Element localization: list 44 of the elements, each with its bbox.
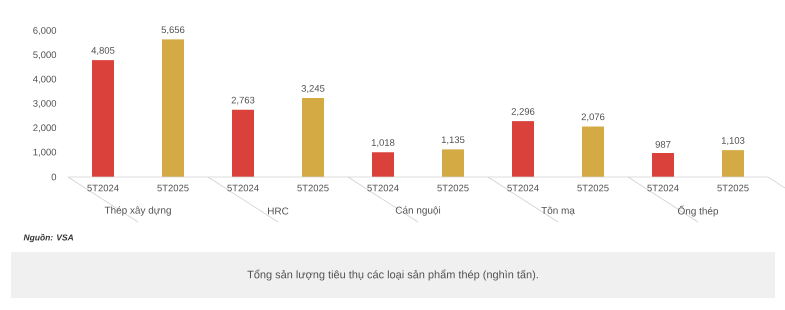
x-tick-label: Cán nguội — [396, 206, 440, 216]
y-tick-label: 3,000 — [33, 100, 56, 108]
y-tick-label: 4,000 — [33, 76, 56, 84]
x-tick-label: Tôn mạ — [541, 206, 575, 216]
bar — [302, 98, 324, 177]
data-label: 1,103 — [722, 137, 744, 145]
data-label: 1,018 — [372, 139, 394, 148]
data-label: 5,656 — [162, 26, 184, 34]
data-label: 3,245 — [302, 85, 324, 93]
x-tick-label: HRC — [268, 207, 288, 215]
y-tick-label: 0 — [52, 174, 56, 180]
series-label: 5T2024 — [647, 184, 679, 192]
data-label: 987 — [656, 141, 670, 148]
bar — [92, 60, 114, 177]
bar — [722, 150, 744, 177]
text: 5T2024 — [507, 184, 539, 192]
bar — [372, 152, 394, 177]
text: Tổng sản lượng tiêu thụ các loại sản phẩm thép (nghìn tấn). — [247, 269, 538, 281]
text: 5T2025 — [297, 184, 329, 192]
y-tick-label: 1,000 — [34, 148, 56, 157]
x-tick-label: Thép xây dựng — [104, 206, 171, 216]
bar — [232, 110, 254, 177]
data-label: 4,805 — [91, 47, 114, 55]
bar — [582, 126, 604, 177]
text: 5T2024 — [87, 184, 119, 192]
bar — [512, 121, 534, 177]
data-label: 2,296 — [512, 108, 534, 116]
data-label: 2,763 — [232, 96, 254, 105]
text: 5T2025 — [437, 184, 469, 192]
text: Nguồn: VSA — [24, 234, 74, 242]
bar — [162, 39, 184, 177]
text: 5T2024 — [227, 184, 259, 192]
bar — [442, 149, 464, 177]
x-tick-label: Ống thép — [678, 205, 718, 216]
y-tick-label: 5,000 — [33, 51, 56, 60]
y-tick-label: 6,000 — [33, 27, 56, 35]
bar — [652, 152, 674, 177]
series-label: 5T2025 — [577, 184, 609, 192]
text: 5T2025 — [157, 184, 189, 192]
data-label: 1,135 — [442, 136, 464, 144]
text: 5T2024 — [367, 184, 399, 192]
y-tick-label: 2,000 — [33, 124, 56, 132]
data-label: 2,076 — [582, 113, 604, 122]
text: 5T2025 — [717, 184, 749, 192]
